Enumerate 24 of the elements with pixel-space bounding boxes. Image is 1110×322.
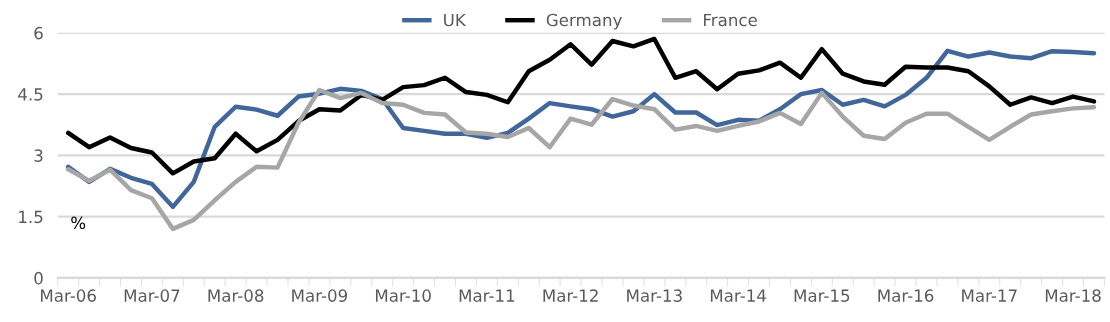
x-tick-label: Mar-11 xyxy=(459,289,515,302)
x-tick-label: Mar-14 xyxy=(710,289,766,302)
y-tick-label: 3 xyxy=(34,149,43,162)
x-tick-label: Mar-09 xyxy=(292,289,348,302)
legend-label: UK xyxy=(444,13,467,27)
y-tick-label: 1.5 xyxy=(19,210,43,224)
line-series xyxy=(65,36,1097,176)
y-tick-label: 6 xyxy=(34,26,43,40)
x-tick-label: Mar-16 xyxy=(878,289,934,302)
x-tick-label: Mar-07 xyxy=(124,289,180,302)
x-tick-label: Mar-12 xyxy=(543,289,598,302)
y-tick-label: 4.5 xyxy=(18,88,43,101)
x-tick-label: Mar-13 xyxy=(627,289,682,302)
x-tick-label: Mar-10 xyxy=(375,289,431,302)
x-tick-label: Mar-15 xyxy=(794,289,850,302)
legend-label: France xyxy=(704,13,757,27)
annotation: % xyxy=(71,216,86,230)
x-tick-label: Mar-06 xyxy=(41,289,96,302)
y-tick-label: 0 xyxy=(34,271,43,285)
x-tick-label: Mar-17 xyxy=(962,289,1017,302)
line-series xyxy=(65,87,1097,232)
legend-label: Germany xyxy=(546,13,622,30)
x-tick-label: Mar-08 xyxy=(208,289,264,302)
x-tick-label: Mar-18 xyxy=(1045,289,1101,302)
